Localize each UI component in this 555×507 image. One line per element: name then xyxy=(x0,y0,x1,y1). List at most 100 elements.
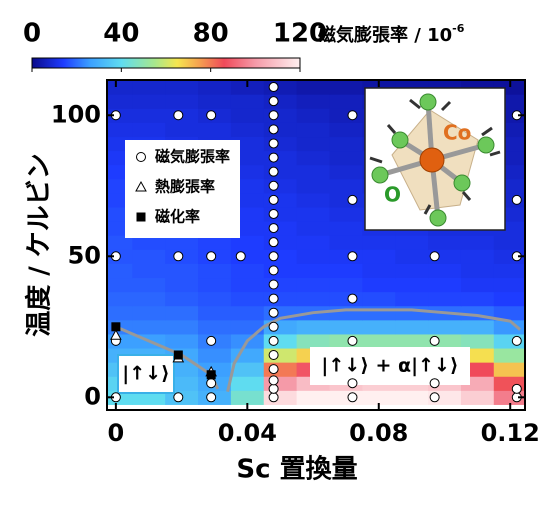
inset-label: Co xyxy=(443,121,471,145)
heat-cell xyxy=(230,277,265,293)
heat-cell xyxy=(107,305,133,321)
marker xyxy=(268,364,279,375)
heat-cell xyxy=(165,305,199,321)
heat-cell xyxy=(329,150,363,166)
heat-cell xyxy=(230,122,265,138)
heat-cell xyxy=(395,263,429,279)
heat-cell xyxy=(230,347,265,363)
marker xyxy=(268,321,279,332)
heat-cell xyxy=(362,333,396,349)
marker xyxy=(347,251,358,262)
marker xyxy=(511,383,522,394)
heat-cell xyxy=(395,333,429,349)
heat-cell xyxy=(296,390,331,405)
heat-cell xyxy=(198,347,232,363)
marker xyxy=(511,194,522,205)
heat-cell xyxy=(329,319,363,335)
heat-cell xyxy=(132,122,166,138)
heat-cell xyxy=(165,333,199,349)
heat-cell xyxy=(329,235,363,250)
heat-cell xyxy=(296,206,331,222)
heat-cell xyxy=(296,235,331,250)
heat-cell xyxy=(329,178,363,194)
heat-cell xyxy=(107,122,133,138)
annotation: |↑↓⟩ + α|↑↓⟩ xyxy=(321,355,458,377)
heat-cell xyxy=(198,80,232,95)
heat-cell xyxy=(460,319,495,335)
marker xyxy=(110,329,122,340)
heat-cell xyxy=(107,94,133,109)
heat-cell xyxy=(132,235,166,250)
heat-cell xyxy=(362,277,396,293)
heat-cell xyxy=(329,263,363,279)
heat-cell xyxy=(329,94,363,109)
heat-cell xyxy=(165,291,199,307)
heat-cell xyxy=(428,277,462,293)
marker xyxy=(347,392,358,403)
heat-cell xyxy=(296,80,331,95)
heat-cell xyxy=(230,108,265,123)
marker xyxy=(268,138,279,149)
marker xyxy=(268,307,279,318)
heat-cell xyxy=(460,263,495,279)
heat-cell xyxy=(395,249,429,264)
colorbar-tick-label: 0 xyxy=(23,19,41,49)
heat-cell xyxy=(395,235,429,250)
legend-label: 磁化率 xyxy=(155,208,200,226)
heat-cell xyxy=(230,291,265,307)
marker xyxy=(173,251,184,262)
heat-cell xyxy=(198,305,232,321)
boundary-line xyxy=(226,308,522,393)
heat-cell xyxy=(198,263,232,279)
heat-cell xyxy=(296,221,331,236)
x-tick-label: 0 xyxy=(108,419,125,447)
heat-cell xyxy=(493,291,525,307)
marker xyxy=(268,110,279,121)
heat-cell xyxy=(395,390,429,405)
heat-cell xyxy=(230,362,265,377)
marker xyxy=(235,251,246,262)
marker xyxy=(429,392,440,403)
x-tick-label: 0.12 xyxy=(481,419,540,447)
heat-cell xyxy=(395,277,429,293)
annotation: |↑↓⟩ xyxy=(122,363,169,385)
heat-cell xyxy=(329,206,363,222)
heat-cell xyxy=(230,235,265,250)
marker xyxy=(268,383,279,394)
marker xyxy=(268,293,279,304)
heat-cell xyxy=(362,305,396,321)
heat-cell xyxy=(428,235,462,250)
heat-cell xyxy=(132,277,166,293)
heat-cell xyxy=(329,122,363,138)
heat-cell xyxy=(362,263,396,279)
heat-cell xyxy=(296,164,331,180)
marker xyxy=(173,392,184,403)
heat-cell xyxy=(362,319,396,335)
colorbar xyxy=(31,57,301,69)
heat-cell xyxy=(493,347,525,363)
heat-cell xyxy=(132,263,166,279)
heat-cell xyxy=(230,376,265,391)
marker xyxy=(206,378,217,389)
heat-cell xyxy=(329,277,363,293)
marker xyxy=(268,335,279,346)
marker xyxy=(268,152,279,163)
heat-cell xyxy=(296,136,331,152)
marker xyxy=(268,96,279,107)
heat-cell xyxy=(165,319,199,335)
heat-cell xyxy=(460,277,495,293)
marker xyxy=(429,335,440,346)
heat-cell xyxy=(329,305,363,321)
heat-cell xyxy=(362,235,396,250)
marker xyxy=(206,335,217,346)
markers xyxy=(110,82,522,403)
marker xyxy=(268,375,279,386)
heat-cell xyxy=(493,333,525,349)
colorbar-label: 磁気膨張率 / 10-6 xyxy=(318,22,465,46)
heat-cell xyxy=(296,249,331,264)
heat-cell xyxy=(132,291,166,307)
heat-cell xyxy=(493,319,525,335)
heat-cell xyxy=(395,291,429,307)
heat-cell xyxy=(362,249,396,264)
